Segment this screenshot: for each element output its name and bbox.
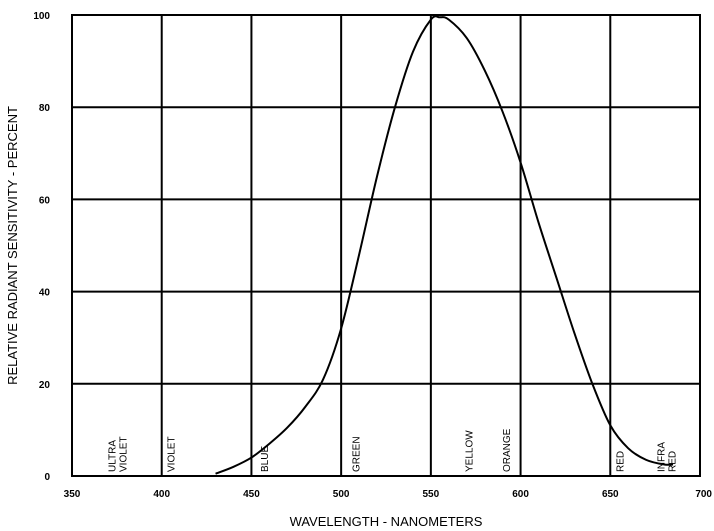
y-tick-labels: 0 20 40 60 80 100 (33, 11, 50, 483)
x-tick-label: 350 (64, 489, 81, 500)
band-label-line: ORANGE (502, 428, 513, 472)
x-tick-label: 650 (602, 489, 619, 500)
y-tick-label: 0 (44, 472, 50, 483)
band-label-green: GREEN (351, 436, 362, 472)
y-tick-label: 40 (39, 288, 51, 299)
band-label-line: INFRA (656, 442, 667, 472)
x-tick-label: 500 (333, 489, 350, 500)
x-tick-label: 400 (153, 489, 170, 500)
x-tick-label: 600 (512, 489, 529, 500)
band-label-violet: VIOLET (167, 436, 178, 472)
y-axis-label: RELATIVE RADIANT SENSITIVITY - PERCENT (5, 106, 20, 385)
plot-frame (71, 14, 701, 477)
x-tick-label: 450 (243, 489, 260, 500)
grid-lines (72, 15, 700, 476)
band-label-orange: ORANGE (502, 428, 513, 472)
y-tick-label: 60 (39, 195, 51, 206)
y-tick-label: 80 (39, 103, 51, 114)
band-label-line: GREEN (351, 436, 362, 472)
band-label-line: BLUE (260, 446, 271, 472)
band-label-yellow: YELLOW (465, 430, 476, 472)
band-label-line: RED (667, 451, 678, 472)
band-label-line: ULTRA (107, 440, 118, 472)
band-label-red: RED (615, 451, 626, 472)
spectrum-band-labels: ULTRA VIOLET VIOLET BLUE GREEN YELLOW ORANGE RE… (107, 428, 678, 472)
sensitivity-curve-0 (215, 15, 674, 475)
x-tick-label: 550 (423, 489, 440, 500)
y-tick-label: 20 (39, 380, 51, 391)
x-axis-label: WAVELENGTH - NANOMETERS (290, 514, 483, 529)
band-label-infra-red: INFRA RED (656, 442, 678, 472)
band-label-line: VIOLET (118, 436, 129, 472)
band-label-blue: BLUE (260, 446, 271, 472)
band-label-line: RED (615, 451, 626, 472)
x-tick-label: 700 (695, 489, 712, 500)
y-tick-label: 100 (33, 11, 50, 22)
band-label-line: YELLOW (465, 430, 476, 472)
band-label-line: VIOLET (167, 436, 178, 472)
band-label-ultra-violet: ULTRA VIOLET (107, 436, 129, 472)
x-tick-labels: 350 400 450 500 550 600 650 700 (64, 489, 713, 500)
curve-layer (215, 15, 674, 475)
